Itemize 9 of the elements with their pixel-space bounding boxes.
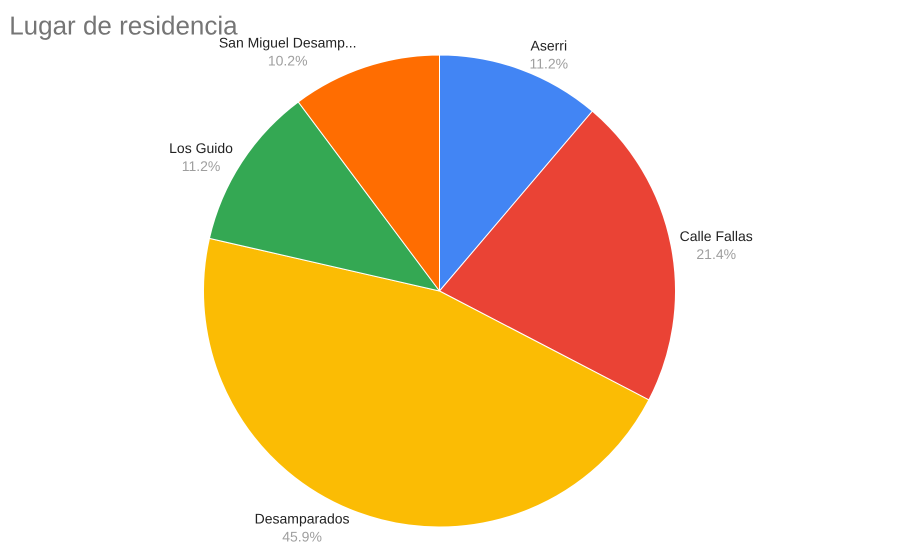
slice-label: Calle Fallas <box>680 228 753 244</box>
slice-label: Los Guido <box>169 140 234 156</box>
slice-label: Aserri <box>530 37 568 54</box>
data-label: 21.4% <box>696 246 736 262</box>
data-label: 10.2% <box>268 52 308 69</box>
data-label: 11.2% <box>182 158 220 174</box>
data-label: 45.9% <box>282 528 322 545</box>
slice-label: Desamparados <box>254 510 350 526</box>
data-label: 11.2% <box>529 56 568 72</box>
